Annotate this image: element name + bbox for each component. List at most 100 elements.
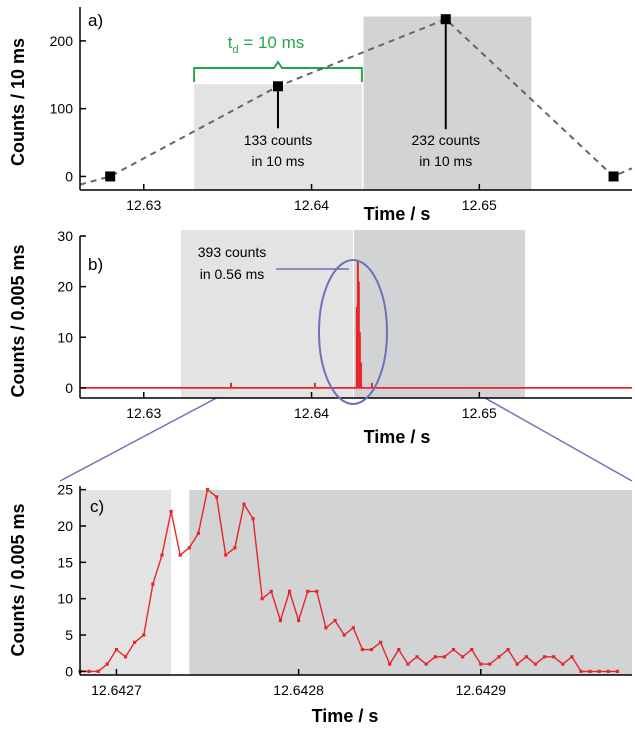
data-point [242,502,246,506]
data-point [287,589,292,594]
data-point [187,546,191,550]
panel-c-ylabel: Counts / 0.005 ms [8,503,28,656]
data-point [470,647,474,652]
td-label: td = 10 ms [228,33,305,56]
data-point [151,582,155,586]
panel-b-label: b) [88,255,103,274]
callout-text: in 10 ms [252,153,305,169]
y-tick-label: 10 [57,329,73,345]
y-tick-label: 20 [57,518,73,534]
td-brace [193,60,363,82]
y-tick-label: 20 [57,279,73,295]
y-tick-label: 0 [65,663,73,679]
x-tick-label: 12.65 [462,197,497,213]
data-point [506,647,510,652]
series-counts-10ms [79,14,633,186]
annotation-393-line2: in 0.56 ms [200,266,265,282]
data-point [533,662,538,666]
data-point [524,655,528,659]
data-point [315,589,319,594]
data-point [272,81,283,92]
panel-a-xlabel: Time / s [364,204,431,224]
panel-c-shade-2 [189,490,632,675]
y-tick-label: 15 [57,554,73,570]
x-tick-label: 12.6427 [91,682,142,698]
data-point [440,14,451,25]
data-point [406,662,410,666]
data-point [96,669,100,673]
data-point [369,647,374,652]
data-point [606,669,610,673]
data-point [178,553,182,557]
data-point [269,589,273,594]
data-point [133,640,137,644]
data-point [515,662,519,666]
data-point [433,655,437,659]
panel-c-shade-1 [80,490,172,675]
data-point [442,655,446,659]
data-point [451,647,456,652]
x-tick-label: 12.6428 [273,682,324,698]
data-point [123,655,128,659]
y-tick-label: 10 [57,591,73,607]
data-point [342,633,346,637]
panel-b-shade-right [354,230,525,398]
x-tick-label: 12.64 [294,405,329,421]
panel-a: td = 10 ms 133 counts in 10 ms 232 counts i… [8,7,633,224]
data-point [224,553,228,557]
y-tick-label: 0 [65,380,73,396]
panel-a-shade-2 [363,16,532,190]
series-line [79,18,633,186]
panel-c-label: c) [90,497,104,516]
x-tick-label: 12.63 [126,405,161,421]
data-point [579,669,583,673]
y-tick-label: 30 [57,228,73,244]
data-point [479,662,483,666]
data-point [105,171,116,182]
data-point [251,517,255,521]
data-point [388,662,392,666]
panel-b-xlabel: Time / s [364,427,431,447]
x-tick-label: 12.6429 [455,682,506,698]
data-point [114,647,119,652]
data-point [360,647,364,652]
data-point [597,669,601,673]
panel-a-ylabel: Counts / 10 ms [8,38,28,166]
data-point [351,626,355,630]
data-point [615,669,620,673]
data-point [397,647,401,652]
data-point [542,655,547,659]
data-point [215,495,219,499]
panel-a-label: a) [88,11,103,30]
data-point [260,597,264,601]
data-point [87,669,91,673]
data-point [608,171,619,182]
x-tick-label: 12.63 [126,197,161,213]
data-point [324,626,328,630]
y-tick-label: 5 [65,627,73,643]
panel-b: 0 10 20 30 12.63 12.64 12.65 393 counts in 0.5… [8,228,632,447]
x-tick-label: 12.65 [462,405,497,421]
panel-c-xlabel: Time / s [312,706,379,726]
callout-text: 232 counts [412,132,481,148]
data-point [570,655,574,659]
data-point [424,662,428,666]
annotation-393-line1: 393 counts [198,244,267,260]
y-tick-label: 100 [50,101,74,117]
series-counts-0005ms [80,261,632,389]
series-zoom [78,488,620,673]
data-point [378,640,383,644]
y-tick-label: 0 [65,168,73,184]
data-point [488,662,492,666]
data-point [297,618,301,623]
data-point [561,662,565,666]
data-point [552,655,556,659]
data-point [196,531,201,535]
callout-text: 133 counts [244,132,313,148]
data-point [306,589,310,594]
data-point [233,546,237,550]
y-tick-label: 25 [57,482,73,498]
data-point [105,662,109,666]
